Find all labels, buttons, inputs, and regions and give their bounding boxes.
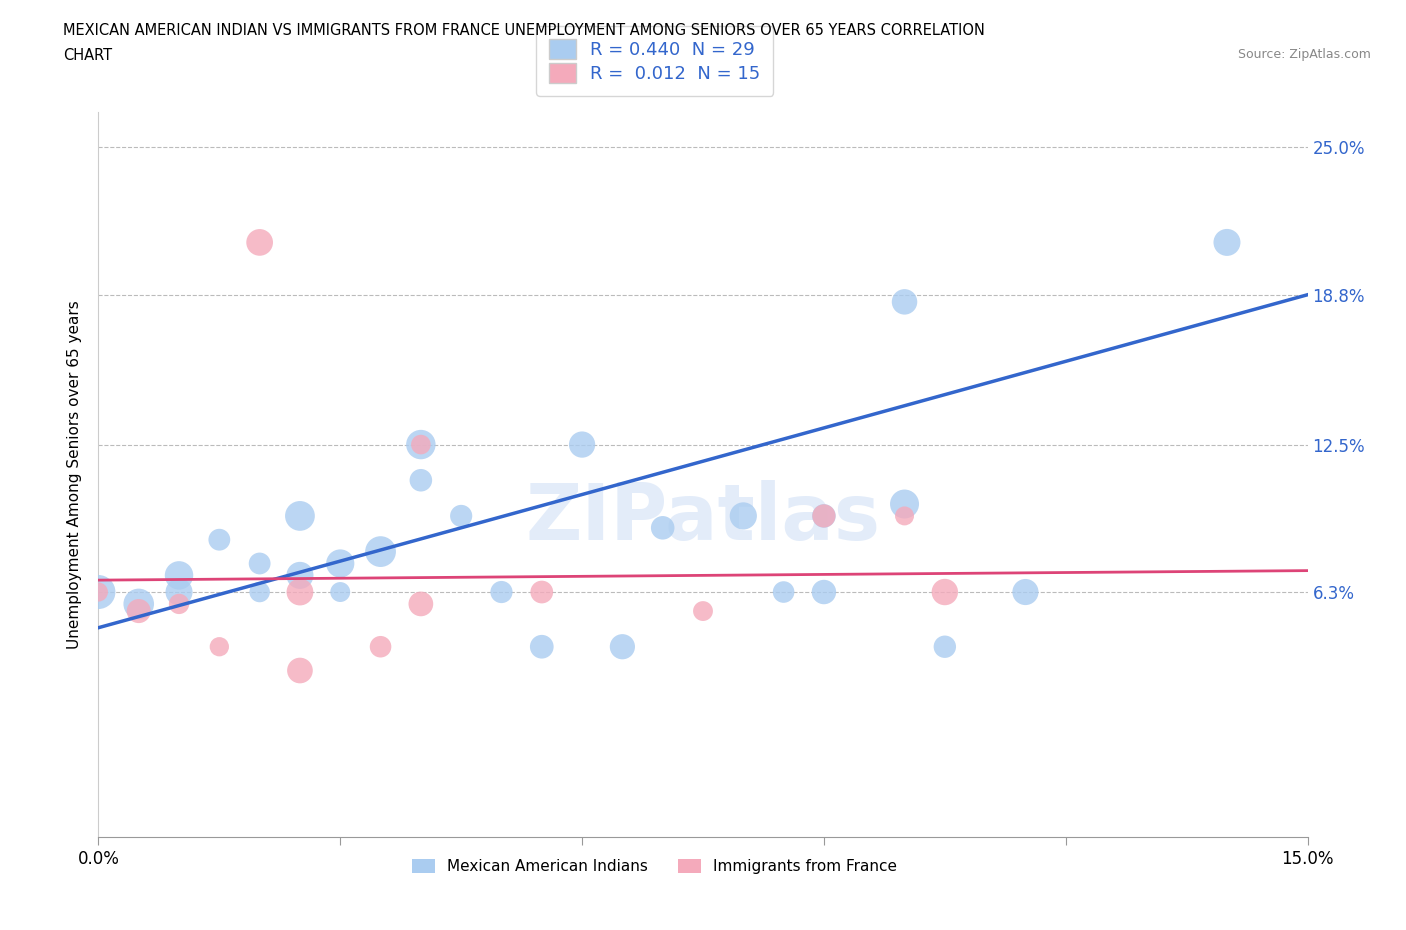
Point <box>208 532 231 547</box>
Point <box>128 604 150 618</box>
Point <box>1014 585 1036 600</box>
Point <box>733 509 755 524</box>
Point <box>87 585 110 600</box>
Point <box>370 544 392 559</box>
Point <box>409 437 432 452</box>
Point <box>813 509 835 524</box>
Point <box>167 585 190 600</box>
Point <box>1216 235 1239 250</box>
Text: Source: ZipAtlas.com: Source: ZipAtlas.com <box>1237 48 1371 61</box>
Point <box>128 596 150 611</box>
Point <box>772 585 794 600</box>
Point <box>87 585 110 600</box>
Point <box>813 509 835 524</box>
Point <box>893 509 915 524</box>
Point <box>409 472 432 487</box>
Point <box>409 596 432 611</box>
Point <box>893 295 915 310</box>
Text: CHART: CHART <box>63 48 112 63</box>
Point <box>934 585 956 600</box>
Point <box>934 639 956 654</box>
Point <box>288 568 311 583</box>
Y-axis label: Unemployment Among Seniors over 65 years: Unemployment Among Seniors over 65 years <box>67 300 83 649</box>
Point <box>651 521 673 536</box>
Point <box>370 639 392 654</box>
Point <box>167 568 190 583</box>
Text: ZIPatlas: ZIPatlas <box>526 480 880 556</box>
Point <box>288 663 311 678</box>
Point <box>491 585 513 600</box>
Point <box>571 437 593 452</box>
Point <box>208 639 231 654</box>
Legend: Mexican American Indians, Immigrants from France: Mexican American Indians, Immigrants fro… <box>406 853 904 880</box>
Point <box>409 437 432 452</box>
Point <box>167 596 190 611</box>
Point <box>450 509 472 524</box>
Point <box>288 509 311 524</box>
Point <box>288 585 311 600</box>
Point <box>530 639 553 654</box>
Point <box>612 639 634 654</box>
Point <box>249 235 271 250</box>
Point <box>893 497 915 512</box>
Text: MEXICAN AMERICAN INDIAN VS IMMIGRANTS FROM FRANCE UNEMPLOYMENT AMONG SENIORS OVE: MEXICAN AMERICAN INDIAN VS IMMIGRANTS FR… <box>63 23 986 38</box>
Point <box>329 585 352 600</box>
Point <box>249 556 271 571</box>
Point <box>530 585 553 600</box>
Point <box>813 585 835 600</box>
Point <box>692 604 714 618</box>
Point <box>329 556 352 571</box>
Point <box>249 585 271 600</box>
